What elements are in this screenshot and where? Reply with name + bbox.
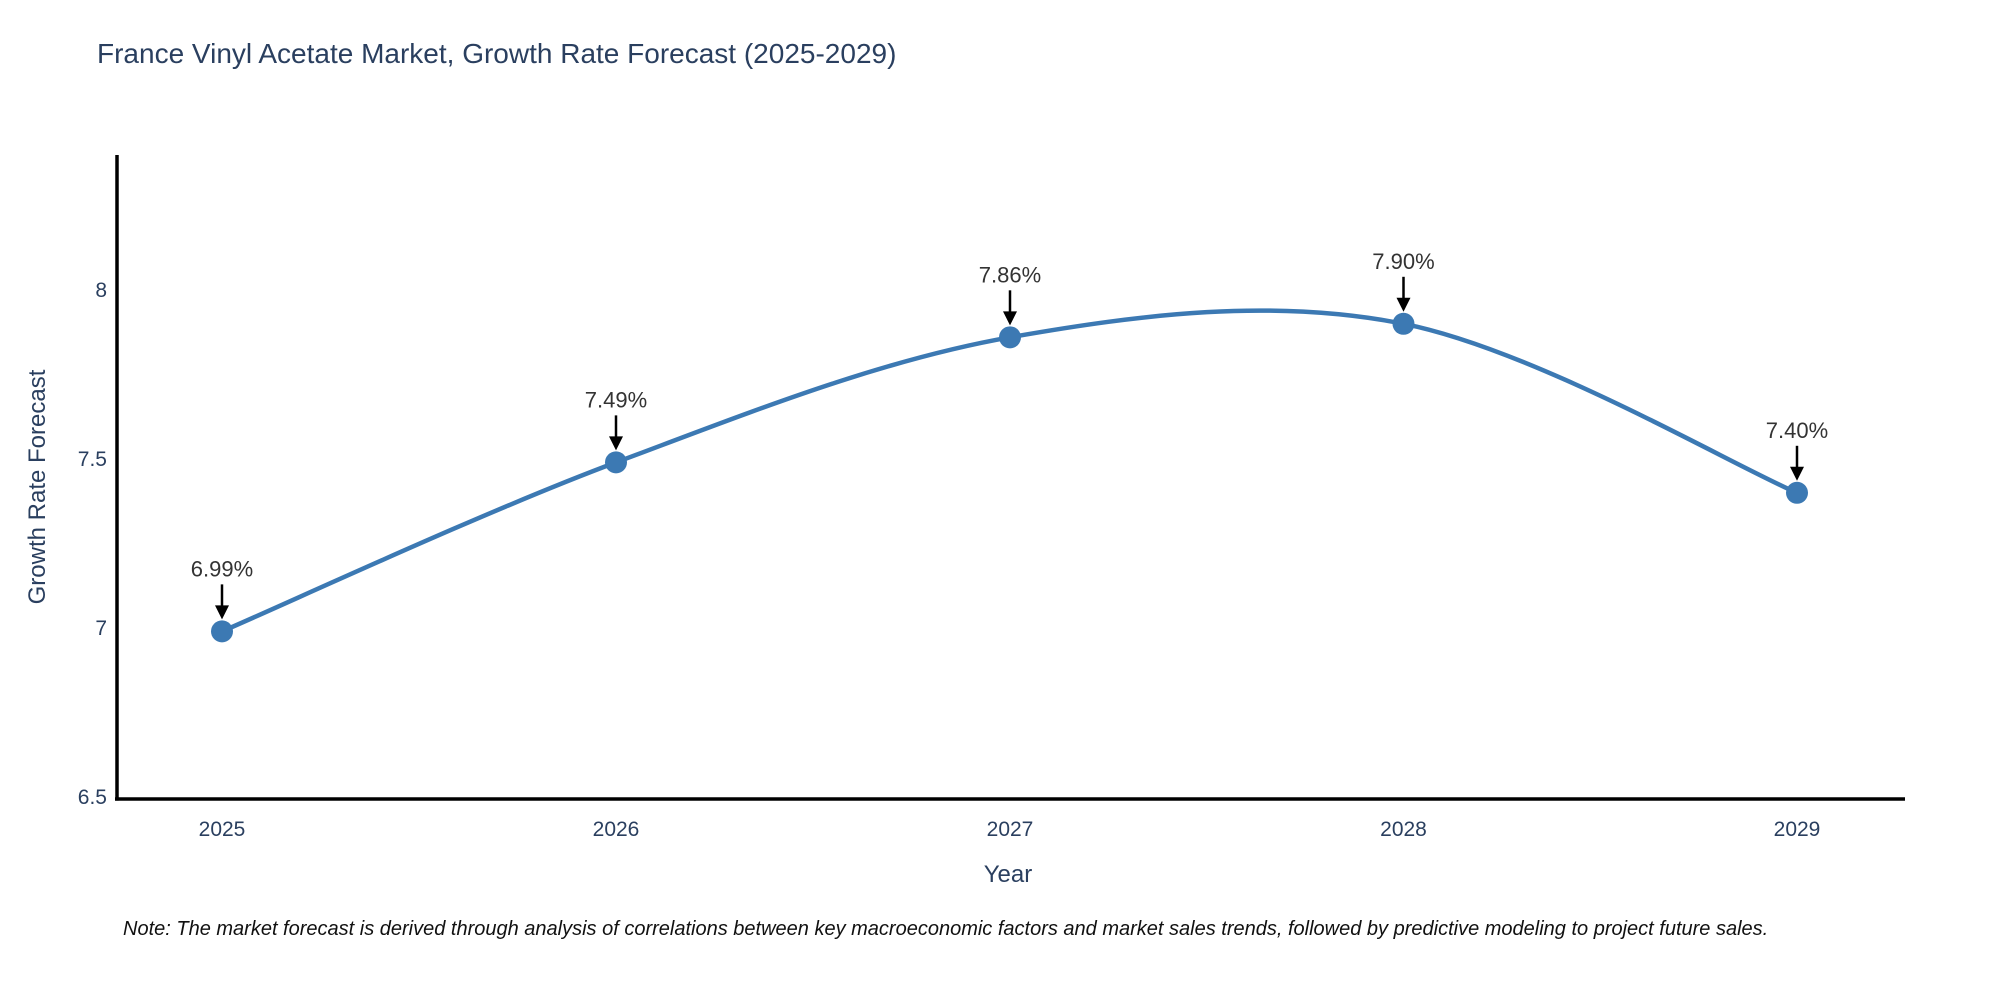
point-value-label: 6.99% (191, 556, 253, 581)
x-tick-label: 2029 (1774, 818, 1821, 841)
data-point-2029 (1786, 481, 1808, 504)
point-value-label: 7.86% (979, 262, 1041, 287)
data-point-2026 (605, 451, 627, 474)
y-tick-label: 7 (95, 617, 107, 640)
line-series (219, 308, 1800, 634)
annotation-arrowhead (1790, 466, 1804, 481)
point-value-label: 7.49% (585, 387, 647, 412)
data-point-2028 (1392, 312, 1415, 335)
x-axis-title: Year (983, 861, 1033, 888)
annotation-arrowhead (609, 436, 623, 451)
y-tick-label: 8 (95, 279, 107, 302)
footnote: Note: The market forecast is derived thr… (123, 918, 1769, 940)
y-tick-label: 7.5 (78, 448, 107, 471)
point-value-label: 7.40% (1766, 418, 1828, 443)
point-value-label: 7.90% (1372, 249, 1434, 274)
x-tick-label: 2026 (593, 818, 640, 841)
x-tick-label: 2028 (1380, 818, 1427, 841)
data-point-2027 (999, 326, 1021, 349)
annotation-arrowhead (1396, 297, 1411, 312)
annotation-arrowhead (215, 605, 229, 620)
y-tick-label: 6.5 (78, 786, 107, 809)
data-point-2025 (211, 620, 233, 643)
x-tick-label: 2027 (987, 818, 1034, 841)
chart-title: France Vinyl Acetate Market, Growth Rate… (97, 38, 897, 69)
x-tick-label: 2025 (199, 818, 246, 841)
annotation-arrowhead (1003, 311, 1017, 326)
y-axis-title: Growth Rate Forecast (24, 369, 51, 605)
